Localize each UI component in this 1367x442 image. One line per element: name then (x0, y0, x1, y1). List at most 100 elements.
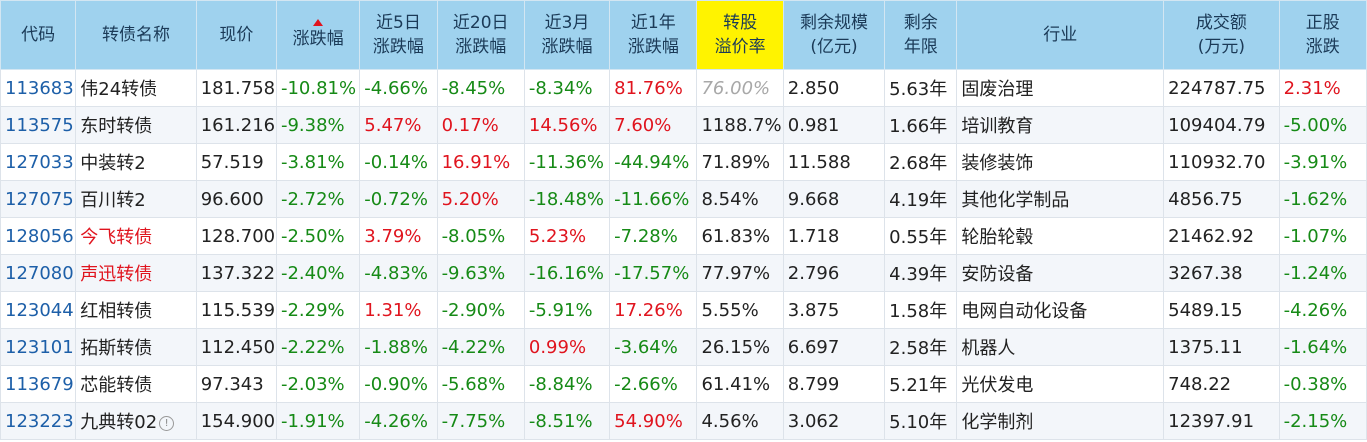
cell-code[interactable]: 123101 (0, 328, 77, 366)
cell-stock-chg: -1.24% (1278, 254, 1367, 292)
cell-code[interactable]: 113683 (0, 69, 77, 107)
table-row[interactable]: 123044 红相转债 115.539 -2.29% 1.31% -2.90% -5.91%… (0, 291, 1367, 329)
sort-arrow-icon[interactable] (313, 19, 324, 26)
cell-chg1y: 81.76% (609, 69, 698, 107)
cell-name[interactable]: 红相转债 (75, 291, 197, 329)
column-header-stock-change[interactable]: 正股 涨跌 (1278, 0, 1367, 70)
cell-value: -2.29% (280, 299, 345, 321)
table-row[interactable]: 128056 今飞转债 128.700 -2.50% 3.79% -8.05% 5.23% -… (0, 217, 1367, 255)
cell-value: 113575 (5, 114, 74, 136)
column-header-remaining-years[interactable]: 剩余 年限 (884, 0, 958, 70)
cell-size: 1.718 (782, 217, 886, 255)
cell-value: 14.56% (528, 114, 598, 136)
cell-value: -3.91% (1283, 151, 1348, 173)
cell-value: 1188.7% (701, 114, 782, 136)
cell-premium: 77.97% (696, 254, 784, 292)
column-header-change[interactable]: 涨跌幅 (275, 0, 361, 70)
cell-value: -16.16% (528, 262, 605, 284)
column-header-conversion-premium[interactable]: 转股 溢价率 (696, 0, 784, 70)
table-row[interactable]: 127080 声迅转债 137.322 -2.40% -4.83% -9.63% -16.1… (0, 254, 1367, 292)
column-header-change-3m[interactable]: 近3月 涨跌幅 (523, 0, 611, 70)
column-header-price[interactable]: 现价 (195, 0, 277, 70)
cell-industry: 固废治理 (956, 69, 1165, 107)
cell-value: -2.40% (280, 262, 345, 284)
cell-code[interactable]: 113575 (0, 106, 77, 144)
cell-value: 中装转2 (80, 153, 146, 174)
column-header-code[interactable]: 代码 (0, 0, 77, 70)
cell-code[interactable]: 123223 (0, 402, 77, 440)
cell-code[interactable]: 127033 (0, 143, 77, 181)
info-icon[interactable]: ! (159, 415, 175, 431)
cell-value: 112.450 (200, 336, 276, 358)
cell-name[interactable]: 九典转02! (75, 402, 197, 440)
cell-size: 3.062 (782, 402, 886, 440)
cell-value: 8.799 (787, 373, 840, 395)
cell-chg5: 1.31% (359, 291, 438, 329)
cell-turnover: 4856.75 (1163, 180, 1280, 218)
column-header-industry[interactable]: 行业 (956, 0, 1165, 70)
cell-stock-chg: -0.38% (1278, 365, 1367, 403)
column-header-change-1y[interactable]: 近1年 涨跌幅 (609, 0, 698, 70)
cell-chg1y: -17.57% (609, 254, 698, 292)
cell-code[interactable]: 127080 (0, 254, 77, 292)
column-header-turnover[interactable]: 成交额 (万元) (1163, 0, 1280, 70)
cell-code[interactable]: 123044 (0, 291, 77, 329)
cell-name[interactable]: 百川转2 (75, 180, 197, 218)
cell-name[interactable]: 声迅转债 (75, 254, 197, 292)
cell-premium: 1188.7% (696, 106, 784, 144)
cell-stock-chg: -3.91% (1278, 143, 1367, 181)
cell-value: -2.15% (1283, 410, 1348, 432)
table-row[interactable]: 127033 中装转2 57.519 -3.81% -0.14% 16.91% -11.36… (0, 143, 1367, 181)
cell-value: 128056 (5, 225, 74, 247)
cell-value: 化学制剂 (961, 412, 1034, 433)
cell-chg3m: -8.51% (523, 402, 611, 440)
cell-chg1y: -44.94% (609, 143, 698, 181)
cell-name[interactable]: 东时转债 (75, 106, 197, 144)
cell-turnover: 110932.70 (1163, 143, 1280, 181)
cell-premium: 4.56% (696, 402, 784, 440)
cell-value: -2.03% (280, 373, 345, 395)
column-header-change-20d[interactable]: 近20日 涨跌幅 (436, 0, 525, 70)
cell-value: 224787.75 (1168, 77, 1266, 99)
table-row[interactable]: 123223 九典转02! 154.900 -1.91% -4.26% -7.75% -8.… (0, 402, 1367, 440)
cell-chg5: -4.26% (359, 402, 438, 440)
cell-years: 4.39年 (884, 254, 958, 292)
table-row[interactable]: 113575 东时转债 161.216 -9.38% 5.47% 0.17% 14.56% 7… (0, 106, 1367, 144)
column-header-label: 剩余规模 (799, 13, 868, 33)
cell-chg20: -7.75% (436, 402, 525, 440)
column-header-label: 近5日 (376, 13, 421, 33)
cell-value: 123044 (5, 299, 74, 321)
cell-name[interactable]: 中装转2 (75, 143, 197, 181)
cell-value: 3.062 (787, 410, 840, 432)
table-row[interactable]: 113679 芯能转债 97.343 -2.03% -0.90% -5.68% -8.84%… (0, 365, 1367, 403)
cell-price: 181.758 (195, 69, 277, 107)
column-header-change-5d[interactable]: 近5日涨跌幅 (359, 0, 438, 70)
cell-value: -4.26% (364, 410, 428, 432)
cell-value: 81.76% (614, 77, 683, 99)
table-row[interactable]: 113683 伟24转债 181.758 -10.81% -4.66% -8.45% -8.… (0, 69, 1367, 107)
cell-value: 伟24转债 (80, 79, 158, 100)
cell-value: -8.45% (441, 77, 506, 99)
cell-value: 5.23% (528, 225, 587, 247)
cell-name[interactable]: 芯能转债 (75, 365, 197, 403)
cell-name[interactable]: 拓斯转债 (75, 328, 197, 366)
cell-code[interactable]: 113679 (0, 365, 77, 403)
cell-price: 112.450 (195, 328, 277, 366)
cell-code[interactable]: 128056 (0, 217, 77, 255)
cell-stock-chg: -5.00% (1278, 106, 1367, 144)
column-header-remaining-size[interactable]: 剩余规模 (亿元) (782, 0, 886, 70)
cell-chg5: -0.14% (359, 143, 438, 181)
cell-chg3m: 5.23% (523, 217, 611, 255)
table-row[interactable]: 127075 百川转2 96.600 -2.72% -0.72% 5.20% -18.48%… (0, 180, 1367, 218)
column-header-bond-name[interactable]: 转债名称 (75, 0, 197, 70)
column-header-label: 涨跌幅 (372, 37, 424, 57)
cell-name[interactable]: 今飞转债 (75, 217, 197, 255)
cell-name[interactable]: 伟24转债 (75, 69, 197, 107)
cell-value: 电网自动化设备 (961, 301, 1088, 322)
table-row[interactable]: 123101 拓斯转债 112.450 -2.22% -1.88% -4.22% 0.99%… (0, 328, 1367, 366)
cell-code[interactable]: 127075 (0, 180, 77, 218)
cell-value: 3.875 (787, 299, 840, 321)
cell-chg: -1.91% (275, 402, 361, 440)
cell-value: -2.22% (280, 336, 345, 358)
cell-value: 4.56% (701, 410, 759, 432)
